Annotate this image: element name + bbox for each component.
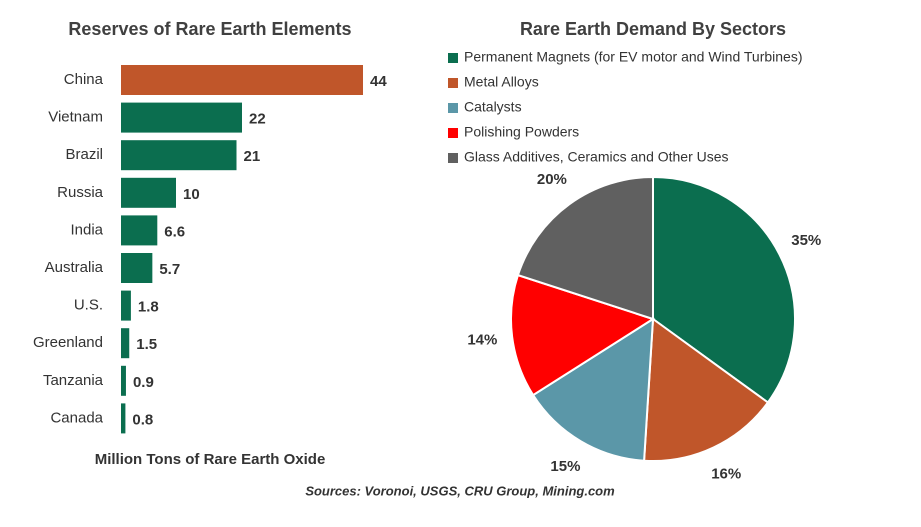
pie-label: 35% [791,232,821,249]
category-label: Vietnam [48,109,103,126]
bar [121,253,153,283]
category-label: U.S. [74,297,103,314]
pie-slice [516,175,654,321]
pie-title: Rare Earth Demand By Sectors [520,19,786,39]
category-label: Brazil [65,146,103,163]
value-label: 1.5 [136,336,157,353]
bar [121,177,176,208]
legend-swatch [448,53,458,63]
bar [121,140,237,171]
pie-label: 16% [711,466,741,483]
category-label: Australia [45,259,104,276]
legend-swatch [448,128,458,138]
legend-label: Glass Additives, Ceramics and Other Uses [464,149,729,165]
bar [121,403,126,434]
legend-label: Catalysts [464,99,522,115]
category-label: China [64,71,104,88]
bar-title: Reserves of Rare Earth Elements [68,19,351,39]
category-label: Canada [50,409,103,426]
source: Sources: Voronoi, USGS, CRU Group, Minin… [305,483,615,498]
value-label: 0.8 [132,411,153,428]
value-label: 22 [249,111,266,128]
value-label: 1.8 [138,299,159,316]
bar [121,290,131,321]
value-label: 0.9 [133,374,154,391]
legend-swatch [448,103,458,113]
bar [121,215,158,246]
bar [121,328,130,359]
pie-slice [652,175,796,404]
category-label: India [70,221,103,238]
pie-slice [510,273,656,397]
pie-slice [531,317,655,462]
category-label: Greenland [33,334,103,351]
value-label: 6.6 [164,223,185,240]
pie-slice [643,317,770,462]
value-label: 21 [244,148,261,165]
bar [121,65,363,95]
legend-swatch [448,153,458,163]
bar [121,102,242,133]
value-label: 5.7 [159,261,180,278]
legend-label: Permanent Magnets (for EV motor and Wind… [464,49,802,65]
category-label: Russia [57,184,104,201]
x-axis-label: Million Tons of Rare Earth Oxide [95,451,326,468]
pie-label: 14% [467,332,497,349]
category-label: Tanzania [43,372,104,389]
value-label: 44 [370,73,387,90]
bar [121,365,126,396]
pie-label: 15% [550,458,580,475]
value-label: 10 [183,186,200,203]
legend-label: Metal Alloys [464,74,539,90]
legend-swatch [448,78,458,88]
pie-label: 20% [537,171,567,188]
legend-label: Polishing Powders [464,124,579,140]
